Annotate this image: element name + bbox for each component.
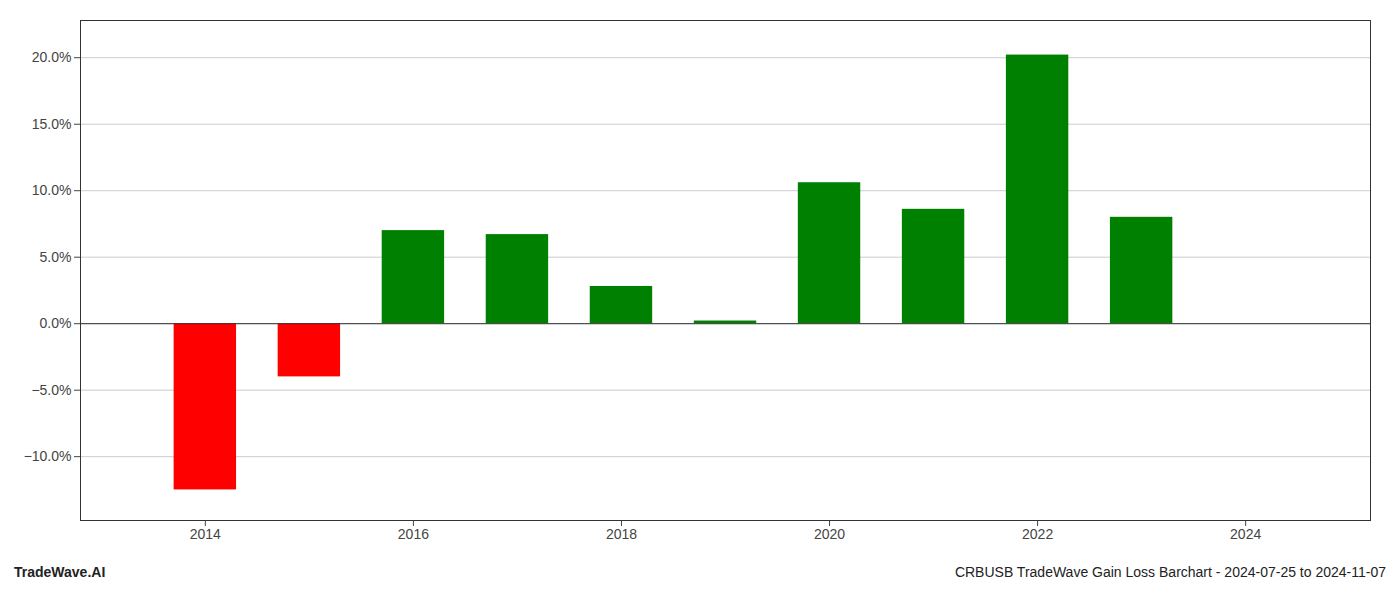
svg-text:15.0%: 15.0% — [32, 116, 72, 132]
svg-text:5.0%: 5.0% — [40, 249, 72, 265]
svg-text:2018: 2018 — [606, 526, 637, 542]
svg-text:2022: 2022 — [1022, 526, 1053, 542]
svg-text:20.0%: 20.0% — [32, 49, 72, 65]
html-text:TradeWave.AI: TradeWave.AI — [14, 564, 106, 580]
svg-text:2024: 2024 — [1230, 526, 1261, 542]
svg-text:2016: 2016 — [398, 526, 429, 542]
html-text:CRBUSB TradeWave Gain Loss Bar: CRBUSB TradeWave Gain Loss Barchart - 20… — [954, 564, 1386, 580]
svg-text:2014: 2014 — [190, 526, 221, 542]
svg-text:0.0%: 0.0% — [40, 315, 72, 331]
svg-text:2020: 2020 — [814, 526, 845, 542]
svg-text:−5.0%: −5.0% — [31, 382, 71, 398]
svg-text:10.0%: 10.0% — [32, 182, 72, 198]
svg-text:−10.0%: −10.0% — [24, 448, 72, 464]
